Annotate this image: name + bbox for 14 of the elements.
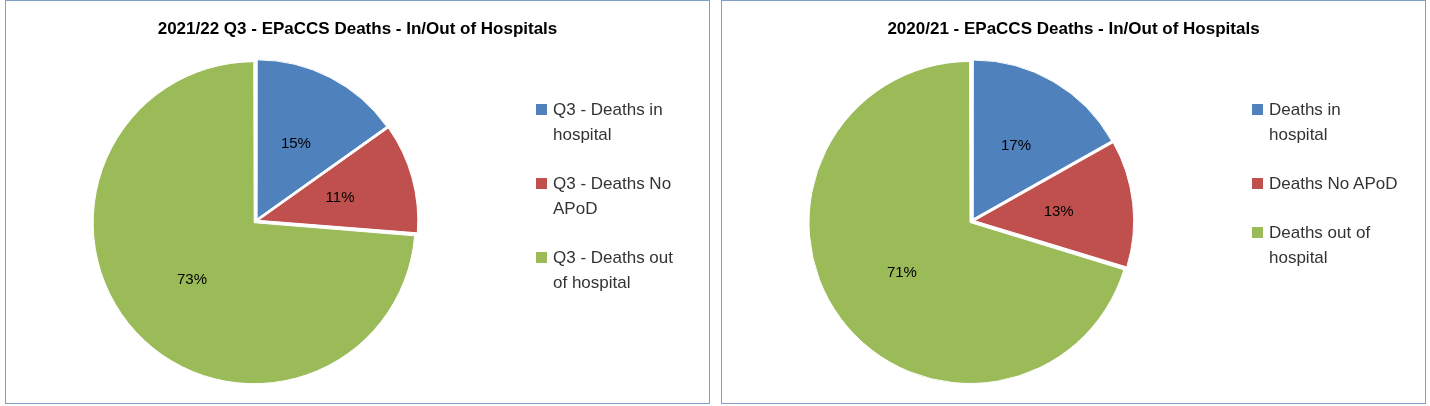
data-label: 17% bbox=[1000, 135, 1031, 153]
data-label: 15% bbox=[280, 133, 311, 151]
legend-label: Deaths out of hospital bbox=[1269, 222, 1372, 269]
legend-label: Deaths in hospital bbox=[1269, 99, 1342, 146]
chart-title: 2020/21 - EPaCCS Deaths - In/Out of Hospitals bbox=[886, 19, 1261, 39]
data-label: 73% bbox=[176, 270, 207, 288]
legend-label: Q3 - Deaths No APoD bbox=[553, 173, 673, 220]
legend-label: Q3 - Deaths out of hospital bbox=[553, 247, 674, 294]
legend-label: Deaths No APoD bbox=[1269, 173, 1398, 195]
data-label: 13% bbox=[1043, 201, 1074, 219]
legend-label: Q3 - Deaths in hospital bbox=[553, 99, 664, 146]
data-label: 11% bbox=[325, 187, 355, 205]
data-label: 71% bbox=[886, 263, 917, 281]
chart-title: 2021/22 Q3 - EPaCCS Deaths - In/Out of Hospitals bbox=[156, 19, 559, 39]
